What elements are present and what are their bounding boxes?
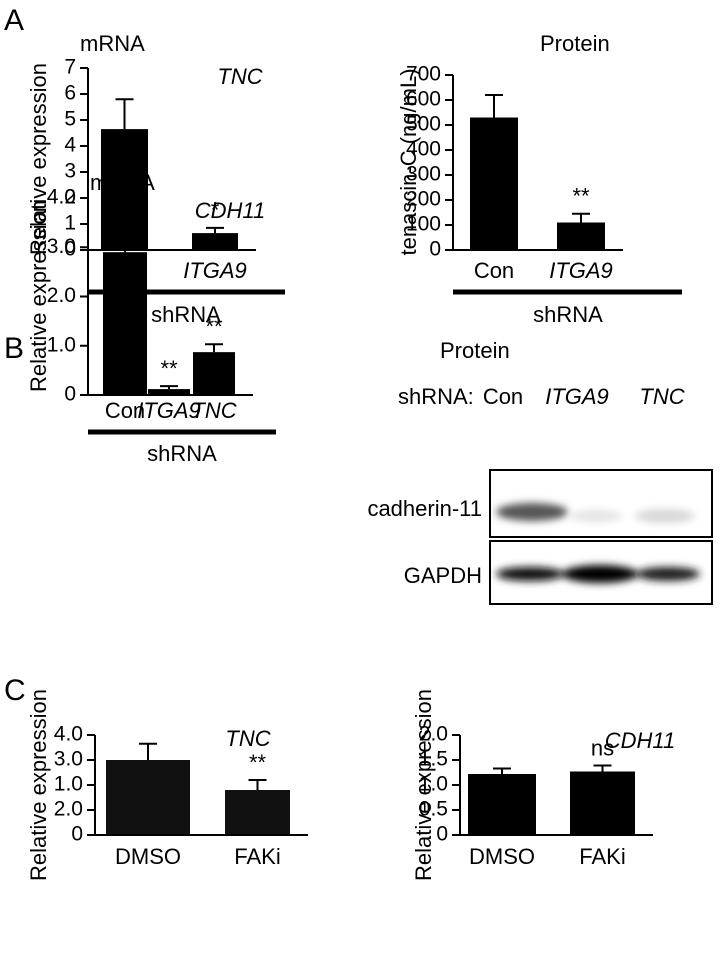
y-tick-label: 4 bbox=[64, 134, 76, 157]
y-tick-label: 3.0 bbox=[47, 235, 76, 258]
blot-lane: TNC bbox=[639, 384, 684, 409]
y-tick-label: 2.0 bbox=[47, 284, 76, 307]
y-tick-label: 500 bbox=[406, 113, 441, 136]
x-tick-label: DMSO bbox=[469, 844, 535, 869]
y-tick-label: 3 bbox=[64, 160, 76, 183]
y-tick-label: 7 bbox=[64, 56, 76, 79]
y-tick-label: 0 bbox=[436, 823, 448, 846]
panel-label: C bbox=[4, 674, 26, 707]
bar bbox=[470, 117, 518, 250]
bar bbox=[148, 389, 190, 395]
significance: ** bbox=[572, 184, 590, 209]
chart-header: mRNA bbox=[90, 170, 155, 195]
significance: ** bbox=[205, 314, 223, 339]
x-tick-label: FAKi bbox=[234, 844, 280, 869]
y-tick-label: 5 bbox=[64, 108, 76, 131]
y-tick-label: 0 bbox=[64, 383, 76, 406]
group-label: shRNA bbox=[151, 302, 221, 327]
significance: ** bbox=[249, 750, 267, 775]
blot-lane: Con bbox=[483, 384, 523, 409]
chart-title: TNC bbox=[225, 726, 270, 751]
bar bbox=[101, 129, 148, 250]
x-tick-label: ITGA9 bbox=[183, 258, 247, 283]
x-tick-label: ITGA9 bbox=[549, 258, 613, 283]
y-tick-label: 300 bbox=[406, 163, 441, 186]
y-tick-label: 1.0 bbox=[54, 773, 83, 796]
x-tick-label: FAKi bbox=[579, 844, 625, 869]
blot-bands bbox=[496, 503, 700, 583]
group-label: shRNA bbox=[533, 302, 603, 327]
bar bbox=[192, 233, 238, 250]
blot-row-label: cadherin-11 bbox=[367, 496, 482, 521]
y-tick-label: 6 bbox=[64, 82, 76, 105]
y-axis-label: Relative expression bbox=[411, 689, 436, 881]
y-tick-label: 1.0 bbox=[47, 333, 76, 356]
bar bbox=[468, 774, 536, 835]
y-tick-label: 4.0 bbox=[54, 723, 83, 746]
y-tick-label: 600 bbox=[406, 88, 441, 111]
significance: * bbox=[211, 198, 220, 223]
significance: ns bbox=[591, 735, 614, 760]
y-axis-label: tenascin-C (ng/mL) bbox=[396, 68, 421, 255]
chart-header: mRNA bbox=[80, 31, 145, 56]
bar bbox=[225, 790, 290, 835]
y-tick-label: 4.0 bbox=[47, 186, 76, 209]
y-tick-label: 2 bbox=[64, 186, 76, 209]
y-tick-label: 1 bbox=[64, 212, 76, 235]
x-tick-label: Con bbox=[105, 398, 145, 423]
x-tick-label: TNC bbox=[191, 398, 236, 423]
bar bbox=[570, 771, 635, 835]
bar bbox=[193, 352, 235, 395]
significance: ** bbox=[160, 356, 178, 381]
y-axis-label: Relative expression bbox=[26, 200, 51, 392]
bar bbox=[557, 222, 605, 250]
y-tick-label: 0 bbox=[64, 238, 76, 261]
blot-row-label: GAPDH bbox=[404, 563, 482, 588]
y-tick-label: 1.5 bbox=[419, 748, 448, 771]
blot-title: Protein bbox=[440, 338, 510, 363]
y-tick-label: 700 bbox=[406, 63, 441, 86]
chart-title: TNC bbox=[217, 64, 262, 89]
group-label: shRNA bbox=[147, 441, 217, 466]
blot-lane-header: shRNA: bbox=[398, 384, 474, 409]
y-tick-label: 0 bbox=[71, 823, 83, 846]
y-tick-label: 400 bbox=[406, 138, 441, 161]
panel-label: A bbox=[4, 4, 24, 37]
y-tick-label: 0 bbox=[429, 238, 441, 261]
y-tick-label: 0.5 bbox=[419, 798, 448, 821]
x-tick-label: DMSO bbox=[115, 844, 181, 869]
y-tick-label: 2.0 bbox=[54, 798, 83, 821]
x-tick-label: ITGA9 bbox=[137, 398, 201, 423]
bar bbox=[103, 252, 147, 395]
x-tick-label: Con bbox=[474, 258, 514, 283]
blot-lane: ITGA9 bbox=[545, 384, 609, 409]
panel-label: B bbox=[4, 332, 24, 365]
y-tick-label: 100 bbox=[406, 213, 441, 236]
y-tick-label: 3.0 bbox=[54, 748, 83, 771]
y-axis-label: Relative expression bbox=[26, 689, 51, 881]
y-tick-label: 2.0 bbox=[419, 723, 448, 746]
y-axis-label: Relative expression bbox=[26, 63, 51, 255]
y-tick-label: 1.0 bbox=[419, 773, 448, 796]
bar bbox=[106, 760, 190, 835]
chart-title: CDH11 bbox=[605, 728, 676, 753]
chart-header: Protein bbox=[540, 31, 610, 56]
chart-title: CDH11 bbox=[195, 198, 266, 223]
y-tick-label: 200 bbox=[406, 188, 441, 211]
